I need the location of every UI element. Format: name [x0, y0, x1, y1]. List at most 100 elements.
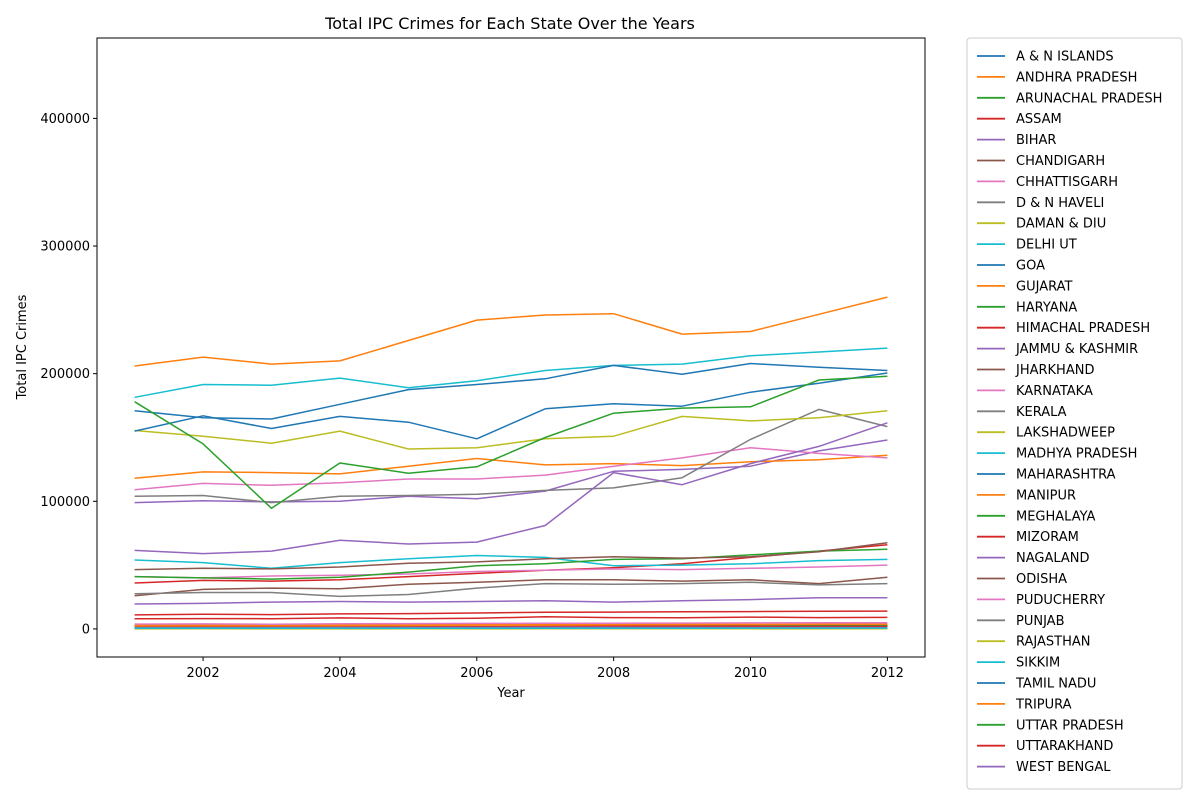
legend-item-assam: ASSAM [977, 112, 1062, 127]
series-line-odisha [134, 542, 888, 571]
legend-item-maharashtra: MAHARASHTRA [977, 468, 1116, 483]
legend-item-himachal-pradesh: HIMACHAL PRADESH [977, 321, 1150, 336]
legend-item-west-bengal: WEST BENGAL [977, 760, 1111, 775]
series-line-maharashtra [134, 362, 888, 420]
series-line-jharkhand [134, 576, 888, 597]
legend-label: CHHATTISGARH [1016, 175, 1118, 190]
x-axis-label: Year [496, 686, 525, 701]
legend-item-rajasthan: RAJASTHAN [977, 635, 1090, 650]
series-line-madhya-pradesh [134, 347, 888, 399]
legend-label: DAMAN & DIU [1016, 217, 1106, 232]
series-line-punjab [134, 581, 888, 598]
x-axis: 2002 2004 2006 2008 2010 2012 [187, 657, 904, 681]
legend-item-jammu-kashmir: JAMMU & KASHMIR [977, 342, 1138, 357]
legend-item-arunachal-pradesh: ARUNACHAL PRADESH [977, 91, 1162, 106]
legend-label: DELHI UT [1016, 238, 1077, 253]
series-line-tripura [134, 623, 888, 627]
legend-item-andhra-pradesh: ANDHRA PRADESH [977, 70, 1137, 85]
series-line-karnataka [134, 446, 888, 491]
legend-label: HIMACHAL PRADESH [1016, 321, 1150, 336]
series-lines [134, 296, 888, 630]
series-line-andhra-pradesh [134, 296, 888, 367]
legend-item-kerala: KERALA [977, 405, 1067, 420]
legend-label: KARNATAKA [1016, 384, 1093, 399]
x-tick-label: 2010 [734, 666, 767, 681]
legend-label: RAJASTHAN [1016, 635, 1090, 650]
legend-item-chhattisgarh: CHHATTISGARH [977, 175, 1118, 190]
legend-item-bihar: BIHAR [977, 133, 1056, 148]
legend-label: CHANDIGARH [1016, 154, 1105, 169]
legend-label: MANIPUR [1016, 488, 1076, 503]
legend-label: ODISHA [1016, 572, 1067, 587]
legend-item-haryana: HARYANA [977, 300, 1077, 315]
series-line-gujarat [134, 454, 888, 480]
legend-label: GOA [1016, 259, 1045, 274]
legend-item-manipur: MANIPUR [977, 488, 1076, 503]
legend-item-daman-diu: DAMAN & DIU [977, 217, 1106, 232]
legend-item-odisha: ODISHA [977, 572, 1067, 587]
legend-item-karnataka: KARNATAKA [977, 384, 1093, 399]
series-line-chhattisgarh [134, 564, 888, 579]
legend-label: TRIPURA [1015, 697, 1072, 712]
legend-item-a-n-islands: A & N ISLANDS [977, 50, 1114, 65]
legend-label: WEST BENGAL [1016, 760, 1111, 775]
legend-item-lakshadweep: LAKSHADWEEP [977, 426, 1115, 441]
series-line-haryana [134, 548, 888, 580]
legend-item-tripura: TRIPURA [977, 697, 1072, 712]
legend-item-jharkhand: JHARKHAND [977, 363, 1094, 378]
y-tick-label: 400000 [40, 112, 90, 127]
legend-item-uttar-pradesh: UTTAR PRADESH [977, 718, 1124, 733]
legend-item-gujarat: GUJARAT [977, 279, 1072, 294]
legend-label: MIZORAM [1016, 530, 1079, 545]
legend-item-delhi-ut: DELHI UT [977, 238, 1077, 253]
series-line-kerala [134, 408, 888, 504]
legend-label: HARYANA [1016, 300, 1077, 315]
legend-label: NAGALAND [1016, 551, 1090, 566]
legend-label: JHARKHAND [1015, 363, 1094, 378]
series-line-himachal-pradesh [134, 610, 888, 616]
x-tick-label: 2012 [871, 666, 904, 681]
series-line-west-bengal [134, 422, 888, 555]
legend: A & N ISLANDS ANDHRA PRADESH ARUNACHAL PRA… [966, 37, 1183, 790]
legend-label: UTTAR PRADESH [1016, 718, 1124, 733]
legend-label: JAMMU & KASHMIR [1015, 342, 1138, 357]
legend-item-puducherry: PUDUCHERRY [977, 593, 1105, 608]
series-line-uttarakhand [134, 615, 888, 620]
legend-label: UTTARAKHAND [1016, 739, 1113, 754]
legend-item-tamil-nadu: TAMIL NADU [977, 677, 1096, 692]
series-line-tamil-nadu [134, 372, 888, 440]
legend-frame [966, 37, 1183, 790]
legend-label: KERALA [1016, 405, 1067, 420]
series-line-rajasthan [134, 409, 888, 450]
legend-label: BIHAR [1016, 133, 1056, 148]
series-line-delhi-ut [134, 554, 888, 570]
legend-item-mizoram: MIZORAM [977, 530, 1079, 545]
x-tick-label: 2008 [597, 666, 630, 681]
x-tick-label: 2004 [323, 666, 356, 681]
legend-item-goa: GOA [977, 259, 1045, 274]
series-line-puducherry [134, 621, 888, 625]
legend-item-sikkim: SIKKIM [977, 656, 1060, 671]
legend-label: GUJARAT [1016, 279, 1072, 294]
legend-label: LAKSHADWEEP [1016, 426, 1115, 441]
legend-label: SIKKIM [1016, 656, 1060, 671]
legend-label: TAMIL NADU [1015, 677, 1096, 692]
legend-label: PUNJAB [1016, 614, 1065, 629]
legend-label: MAHARASHTRA [1016, 468, 1116, 483]
legend-label: ASSAM [1016, 112, 1062, 127]
legend-item-chandigarh: CHANDIGARH [977, 154, 1105, 169]
legend-item-d-n-haveli: D & N HAVELI [977, 196, 1104, 211]
x-tick-label: 2002 [187, 666, 220, 681]
legend-label: PUDUCHERRY [1016, 593, 1105, 608]
x-tick-label: 2006 [460, 666, 493, 681]
series-line-uttar-pradesh [134, 375, 888, 510]
y-tick-label: 200000 [40, 367, 90, 382]
y-axis: 0 100000 200000 300000 400000 [40, 112, 97, 637]
y-axis-label: Total IPC Crimes [15, 294, 30, 400]
y-tick-label: 100000 [40, 495, 90, 510]
series-line-jammu-kashmir [134, 596, 888, 605]
legend-item-uttarakhand: UTTARAKHAND [977, 739, 1113, 754]
legend-item-punjab: PUNJAB [977, 614, 1065, 629]
legend-label: MEGHALAYA [1016, 509, 1096, 524]
